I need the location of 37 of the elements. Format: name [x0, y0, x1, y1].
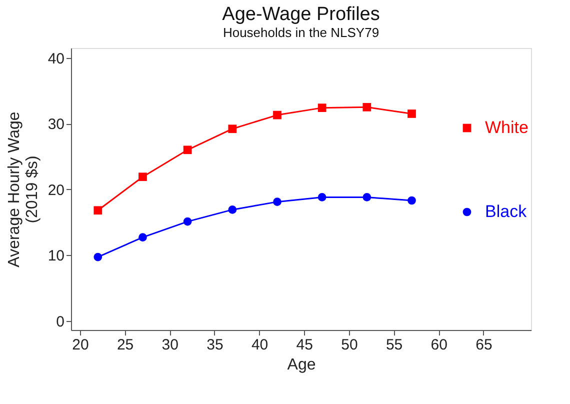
x-tick-label: 60: [430, 336, 448, 354]
point: [228, 124, 237, 134]
x-tick-label: 35: [206, 336, 224, 354]
point: [362, 193, 372, 202]
point: [183, 217, 192, 226]
y-tick-label: 10: [48, 248, 64, 265]
x-tick-label: 30: [162, 336, 178, 354]
point: [408, 110, 416, 118]
x-tick-label: 45: [296, 336, 313, 354]
point: [318, 193, 326, 202]
y-tick-label: 0: [56, 313, 64, 330]
legend-label: White: [485, 118, 528, 137]
y-tick-label: 40: [48, 50, 64, 68]
chart-subtitle: Households in the NLSY79: [222, 25, 380, 40]
point: [94, 252, 102, 262]
point: [94, 206, 102, 215]
legend-label: Black: [485, 202, 528, 221]
point: [228, 206, 237, 214]
x-tick-label: 55: [386, 336, 403, 354]
x-tick-label: 40: [251, 336, 268, 354]
point: [183, 146, 192, 154]
point: [362, 102, 372, 112]
chart-title: Age-Wage Profiles: [222, 4, 380, 25]
x-axis-title: Age: [287, 356, 316, 374]
x-tick-label: 50: [341, 336, 358, 354]
point: [408, 196, 416, 205]
x-tick-label: 20: [72, 336, 89, 354]
point: [273, 110, 282, 120]
y-tick-label: 20: [48, 182, 64, 199]
x-tick-label: 25: [116, 336, 134, 354]
point: [273, 198, 282, 206]
x-tick-label: 65: [476, 336, 492, 354]
y-tick-label: 30: [48, 116, 64, 134]
point: [138, 172, 147, 182]
y-axis-title: Average Hourly Wage (2019 $s): [6, 112, 41, 268]
point: [318, 104, 326, 112]
point: [138, 233, 147, 242]
